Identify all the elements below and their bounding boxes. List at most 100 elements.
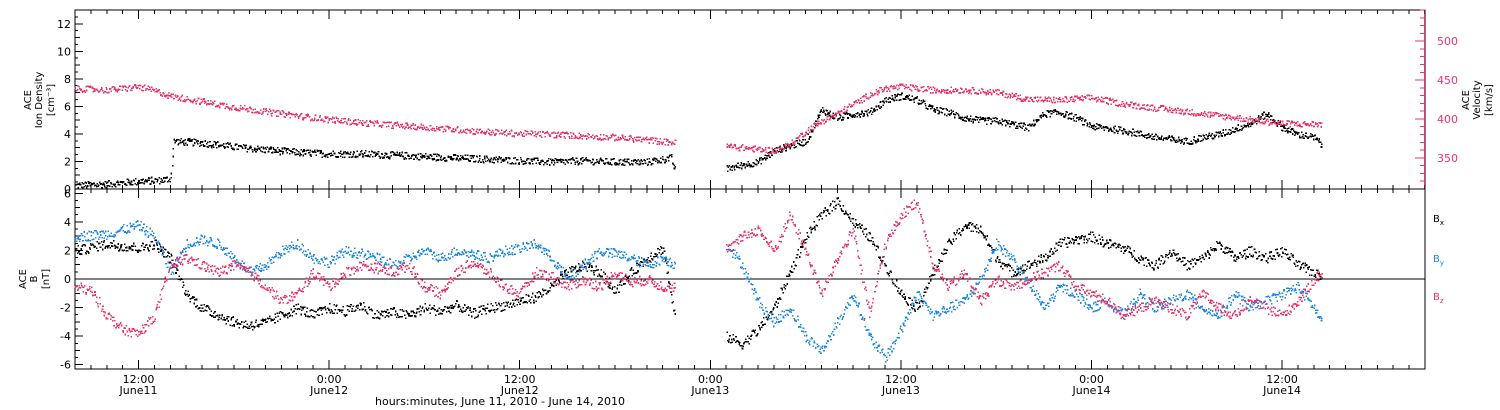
bx-series-point	[1297, 260, 1300, 262]
bx-series-point	[646, 262, 649, 264]
velocity-series-point	[1300, 125, 1303, 128]
density-series-point	[1084, 120, 1086, 123]
bx-series-point	[744, 338, 747, 341]
density-series-point	[754, 163, 757, 165]
velocity-series-point	[337, 118, 340, 120]
bx-series-point	[748, 342, 750, 345]
bx-series-point	[125, 249, 128, 252]
density-series-point	[1294, 131, 1296, 133]
density-series-point	[1165, 137, 1168, 139]
velocity-series-point	[1021, 99, 1024, 101]
velocity-series-point	[1207, 115, 1209, 118]
bx-series-point	[598, 273, 600, 276]
velocity-series-point	[1213, 113, 1216, 116]
velocity-series-point	[359, 120, 361, 122]
density-series-point	[636, 162, 639, 165]
velocity-series-point	[459, 131, 461, 133]
bx-series-point	[957, 233, 960, 235]
bx-series-point	[775, 301, 778, 303]
density-series-point	[1020, 122, 1023, 124]
bx-series-point	[233, 325, 236, 327]
velocity-series-point	[559, 136, 562, 138]
density-series-point	[352, 153, 355, 156]
density-series-point	[1213, 134, 1215, 136]
velocity-series-point	[1054, 101, 1057, 103]
bx-series-point	[1155, 259, 1157, 262]
bx-series-point	[632, 269, 634, 271]
bx-series-point	[894, 284, 897, 287]
bx-series-point	[902, 296, 905, 298]
density-series-point	[853, 114, 855, 116]
velocity-series-point	[180, 95, 182, 98]
density-series-point	[1236, 127, 1238, 130]
bx-series-point	[672, 301, 674, 303]
density-axis-title-line1: ACE	[23, 90, 34, 110]
bx-series-point	[239, 323, 242, 326]
velocity-series-point	[153, 89, 155, 91]
density-series-point	[298, 151, 300, 153]
bx-series-point	[1116, 245, 1119, 248]
velocity-series-point	[973, 89, 975, 91]
density-series-point	[656, 159, 659, 162]
velocity-series-point	[100, 88, 103, 90]
bx-series-point	[95, 247, 98, 250]
density-series-point	[736, 166, 738, 169]
density-series-point	[969, 118, 972, 120]
density-series-point	[1305, 132, 1307, 135]
density-series-point	[540, 161, 542, 163]
bx-series-point	[196, 305, 199, 307]
bx-series-point	[901, 289, 903, 291]
density-series-point	[1051, 110, 1053, 112]
velocity-series-point	[225, 105, 227, 108]
velocity-series-point	[1220, 114, 1223, 117]
velocity-series-point	[184, 101, 187, 103]
bx-series-point	[1144, 257, 1147, 260]
velocity-series-point	[1165, 107, 1168, 110]
density-series-point	[1090, 126, 1093, 128]
by-series-point	[90, 231, 93, 233]
density-series-point	[393, 154, 395, 156]
bx-series-point	[312, 315, 314, 318]
density-series-point	[1024, 124, 1026, 126]
bx-series-point	[1233, 256, 1235, 258]
velocity-series-point	[1148, 108, 1151, 111]
bx-series-point	[1048, 255, 1051, 257]
bx-series-point	[791, 271, 794, 273]
velocity-series-point	[948, 92, 950, 95]
velocity-series-point	[1262, 122, 1265, 125]
bx-series-point	[958, 227, 961, 230]
velocity-series-point	[662, 141, 664, 144]
bx-series-point	[871, 236, 874, 239]
velocity-series-point	[1181, 110, 1183, 113]
velocity-series-point	[1176, 109, 1178, 111]
density-series-point	[444, 157, 446, 159]
density-series-point	[576, 161, 578, 163]
density-series-point	[1121, 130, 1124, 132]
velocity-series-point	[945, 89, 947, 92]
velocity-series-point	[1105, 102, 1108, 104]
density-ytick-label: 2	[64, 155, 71, 168]
velocity-series-point	[1275, 124, 1278, 126]
velocity-series-point	[1212, 115, 1215, 117]
bx-series-point	[848, 216, 850, 219]
velocity-series-point	[347, 119, 349, 122]
velocity-series-point	[1294, 124, 1296, 126]
velocity-series-point	[1061, 100, 1064, 103]
density-series-point	[756, 160, 758, 162]
velocity-series-point	[1026, 96, 1029, 99]
bx-series-point	[1241, 256, 1244, 258]
density-series-point	[1304, 135, 1307, 137]
density-series-point	[85, 182, 87, 184]
density-series-point	[416, 157, 419, 160]
density-series-point	[1318, 138, 1320, 140]
bx-series-point	[112, 240, 115, 242]
bx-series-point	[76, 252, 79, 255]
density-series-point	[950, 109, 953, 112]
density-series-point	[440, 155, 442, 158]
density-series-point	[933, 110, 935, 112]
density-series-point	[184, 138, 187, 141]
bx-series-point	[1223, 251, 1225, 253]
density-series-point	[347, 153, 350, 155]
density-series-point	[811, 130, 814, 133]
